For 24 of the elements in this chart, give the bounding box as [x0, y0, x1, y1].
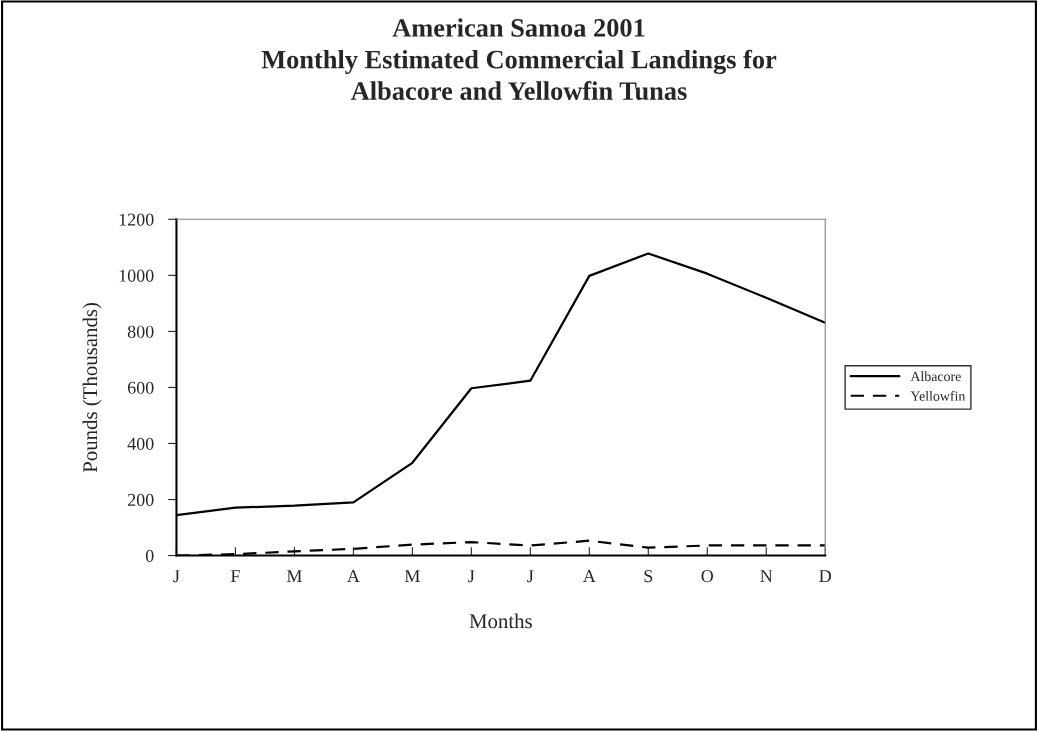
x-axis-title: Months: [469, 613, 532, 629]
x-tick-label: M: [404, 570, 420, 582]
x-tick-label: F: [230, 570, 240, 582]
y-axis-title: Pounds (Thousands): [82, 302, 102, 473]
x-tick-label: J: [173, 570, 180, 583]
y-tick-label: 600: [127, 381, 154, 394]
legend-label: Yellowfin: [910, 390, 966, 401]
y-tick-label: 1000: [119, 269, 154, 282]
y-tick-label: 1200: [119, 213, 154, 226]
x-tick-label: S: [644, 570, 653, 583]
x-tick-label: J: [468, 570, 475, 583]
x-tick-label: D: [819, 570, 832, 583]
legend-label: Albacore: [910, 371, 961, 382]
x-tick-label: O: [701, 570, 714, 583]
x-tick-label: N: [760, 570, 773, 582]
y-tick-label: 0: [145, 549, 154, 562]
x-tick-label: M: [286, 570, 302, 582]
y-tick-label: 800: [127, 325, 154, 338]
x-tick-label: J: [527, 570, 534, 583]
x-tick-label: A: [347, 570, 360, 582]
y-tick-label: 400: [127, 437, 154, 450]
y-tick-label: 200: [127, 493, 154, 506]
chart-title: American Samoa 2001 Monthly Estimated Commercial Landings for Albacore and Yellowfin Tunas: [261, 18, 777, 100]
x-tick-label: A: [582, 570, 596, 582]
